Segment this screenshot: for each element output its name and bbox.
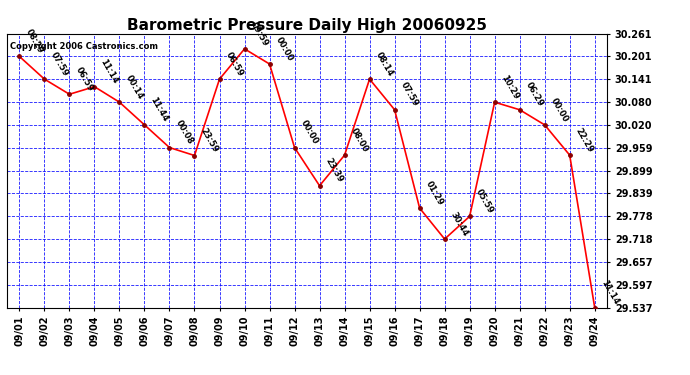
Text: 00:14: 00:14 (124, 73, 145, 101)
Text: 06:59: 06:59 (224, 50, 245, 78)
Text: 23:59: 23:59 (199, 126, 220, 154)
Text: Copyright 2006 Castronics.com: Copyright 2006 Castronics.com (10, 42, 158, 51)
Text: 09:59: 09:59 (248, 20, 270, 48)
Text: 06:29: 06:29 (524, 81, 545, 108)
Text: 10:29: 10:29 (499, 73, 520, 101)
Text: 08:29: 08:29 (23, 28, 45, 55)
Text: 01:29: 01:29 (424, 179, 445, 207)
Title: Barometric Pressure Daily High 20060925: Barometric Pressure Daily High 20060925 (127, 18, 487, 33)
Text: 11:44: 11:44 (148, 96, 170, 123)
Text: 08:00: 08:00 (348, 126, 370, 154)
Text: 05:59: 05:59 (474, 188, 495, 215)
Text: 06:59: 06:59 (74, 65, 95, 93)
Text: 11:14: 11:14 (99, 57, 120, 85)
Text: 00:00: 00:00 (549, 96, 570, 123)
Text: 22:29: 22:29 (574, 126, 595, 154)
Text: 07:59: 07:59 (48, 50, 70, 78)
Text: 08:14: 08:14 (374, 50, 395, 78)
Text: 11:14: 11:14 (599, 278, 620, 306)
Text: 00:00: 00:00 (274, 35, 295, 63)
Text: 07:59: 07:59 (399, 81, 420, 108)
Text: 00:00: 00:00 (299, 119, 319, 146)
Text: 23:39: 23:39 (324, 157, 345, 184)
Text: 00:08: 00:08 (174, 119, 195, 146)
Text: 30:44: 30:44 (448, 210, 470, 238)
